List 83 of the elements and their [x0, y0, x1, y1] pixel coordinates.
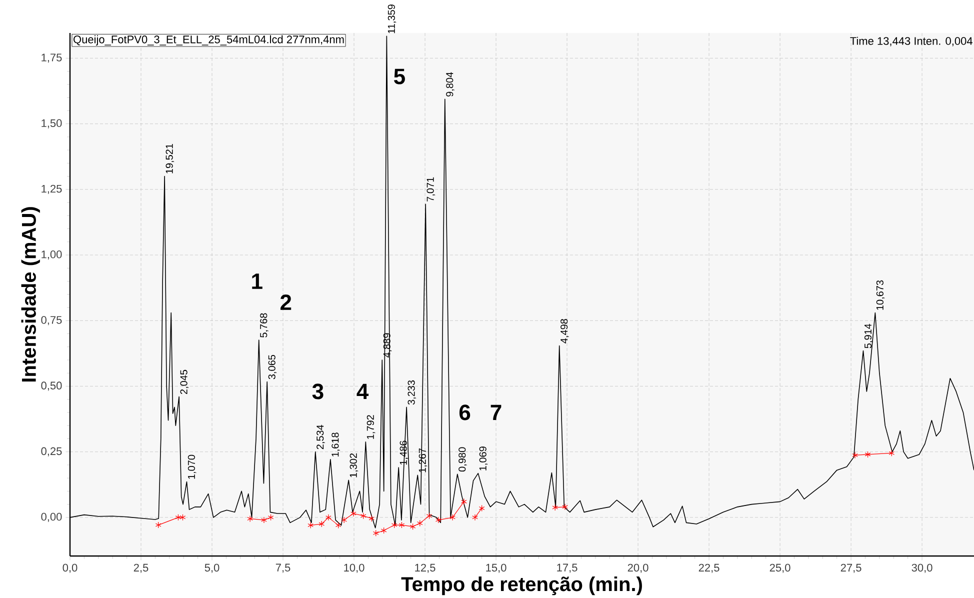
- x-tick-label: 20,0: [628, 564, 648, 573]
- x-tick-label: 15,0: [486, 564, 506, 573]
- y-tick-label: 1,75: [42, 54, 62, 63]
- annotation: 1,302: [350, 453, 358, 478]
- point: [350, 510, 356, 517]
- annotation: 1,792: [366, 415, 376, 439]
- annotation: Queijo_FotPV0_3_Et_ELL_25_54mL04.lcd 277nm,4nm: [74, 35, 344, 46]
- annotation: 6: [459, 404, 470, 420]
- point: [308, 522, 314, 529]
- point: [410, 523, 416, 530]
- annotation: 1,070: [188, 454, 196, 479]
- x-tick-label: 22,5: [698, 564, 720, 573]
- point: [864, 451, 871, 458]
- annotation: 19,521: [166, 144, 174, 174]
- annotation: Time 13,443 Inten. 0,004: [850, 36, 972, 46]
- point: [391, 522, 398, 528]
- point: [341, 516, 347, 524]
- annotation: 1: [252, 274, 262, 289]
- annotation: 3,233: [408, 380, 416, 405]
- x-tick-label: 17,5: [557, 564, 578, 573]
- x-axis-title: Tempo de retenção (min.): [401, 576, 642, 596]
- x-tick-label: 27,5: [840, 564, 862, 573]
- point: [426, 512, 432, 520]
- annotation: 1,618: [332, 432, 340, 456]
- annotation: 0,980: [458, 447, 467, 472]
- y-tick-label: 0,25: [41, 447, 62, 456]
- annotation: 5,914: [864, 324, 873, 348]
- annotation: 4,498: [560, 319, 569, 344]
- point: [368, 515, 375, 522]
- annotation: 2,045: [180, 370, 189, 394]
- point: [450, 514, 456, 521]
- y-tick-label: 0,50: [41, 382, 62, 391]
- annotation: 1,486: [400, 440, 408, 465]
- point: [180, 514, 186, 521]
- y-axis-title: Intensidade (mAU): [21, 207, 40, 382]
- annotation: 1,069: [479, 446, 488, 470]
- annotation: 4: [356, 384, 369, 400]
- point: [380, 527, 387, 534]
- y-tick-label: 0,00: [41, 512, 62, 522]
- point: [175, 514, 182, 521]
- y-tick-label: 0,75: [41, 316, 62, 326]
- annotation: 3,065: [268, 354, 277, 380]
- point: [478, 504, 485, 512]
- x-tick-label: 12,5: [415, 564, 436, 573]
- point: [852, 452, 858, 459]
- x-tick-label: 0,0: [62, 564, 78, 573]
- annotation: 2: [280, 294, 292, 310]
- point: [398, 522, 405, 528]
- annotation: 10,673: [876, 280, 885, 310]
- point: [268, 514, 274, 521]
- point: [461, 498, 467, 505]
- annotation: 7,071: [426, 177, 436, 202]
- x-tick-label: 10,0: [344, 564, 364, 573]
- annotation: 7: [490, 404, 502, 420]
- point: [247, 515, 253, 522]
- x-tick-label: 7,5: [276, 564, 290, 573]
- annotation: 5: [394, 68, 405, 84]
- point: [318, 520, 325, 528]
- y-tick-label: 1,25: [42, 184, 62, 194]
- annotation: 5,768: [260, 313, 268, 338]
- y-tick-label: 1,50: [42, 119, 62, 128]
- point: [360, 512, 366, 520]
- x-tick-label: 30,0: [912, 564, 932, 573]
- point: [417, 520, 423, 526]
- point: [335, 522, 342, 529]
- x-tick-label: 25,0: [770, 564, 790, 573]
- point: [372, 530, 379, 536]
- annotation: 3: [312, 384, 324, 400]
- annotation: 2,534: [316, 424, 325, 450]
- point: [155, 522, 162, 528]
- annotation: 1,267: [418, 448, 428, 472]
- point: [326, 514, 332, 521]
- point: [888, 450, 895, 456]
- point: [435, 516, 442, 524]
- point: [472, 514, 478, 521]
- annotation: 9,804: [446, 72, 454, 96]
- x-tick-label: 5,0: [204, 564, 220, 573]
- point: [562, 504, 568, 510]
- point: [261, 516, 267, 524]
- annotation: 11,359: [388, 4, 396, 34]
- point: [552, 504, 558, 511]
- y-tick-label: 1,00: [42, 250, 62, 260]
- x-tick-label: 2,5: [134, 564, 148, 573]
